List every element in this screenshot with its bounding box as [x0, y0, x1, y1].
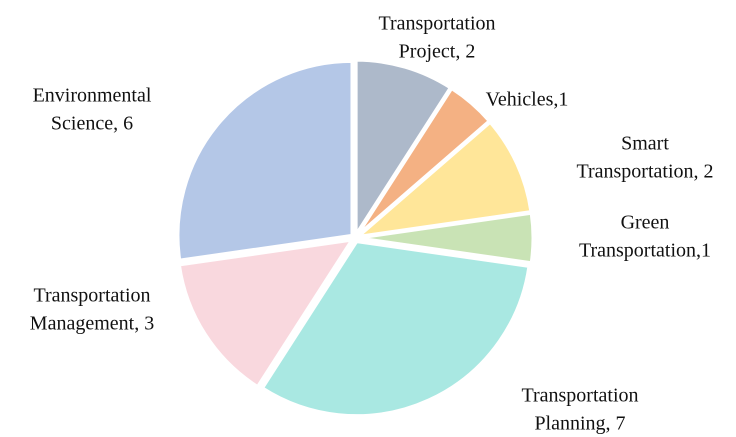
- slice-label: Smart: [621, 133, 669, 155]
- slice-label: Transportation: [521, 385, 638, 407]
- slice-label: Transportation: [33, 285, 150, 307]
- slice-label: Science, 6: [51, 113, 133, 135]
- pie-slice: [358, 211, 535, 265]
- pie-slice: [177, 238, 355, 389]
- slice-label: Environmental: [33, 85, 152, 107]
- pie-slice: [176, 59, 354, 262]
- pie-slice: [353, 120, 533, 239]
- slice-label: Green: [621, 212, 670, 234]
- pie-slice: [260, 240, 531, 418]
- slice-label: Transportation, 2: [576, 161, 713, 183]
- slice-label: Management, 3: [30, 313, 154, 335]
- slice-label: Transportation,1: [579, 240, 711, 262]
- slice-label: Project, 2: [399, 41, 476, 63]
- slice-label: Planning, 7: [534, 413, 625, 435]
- slice-label: Transportation: [378, 13, 495, 35]
- pie-slice: [354, 58, 453, 240]
- pie-slice: [356, 86, 492, 237]
- slice-label: Vehicles,1: [486, 89, 569, 111]
